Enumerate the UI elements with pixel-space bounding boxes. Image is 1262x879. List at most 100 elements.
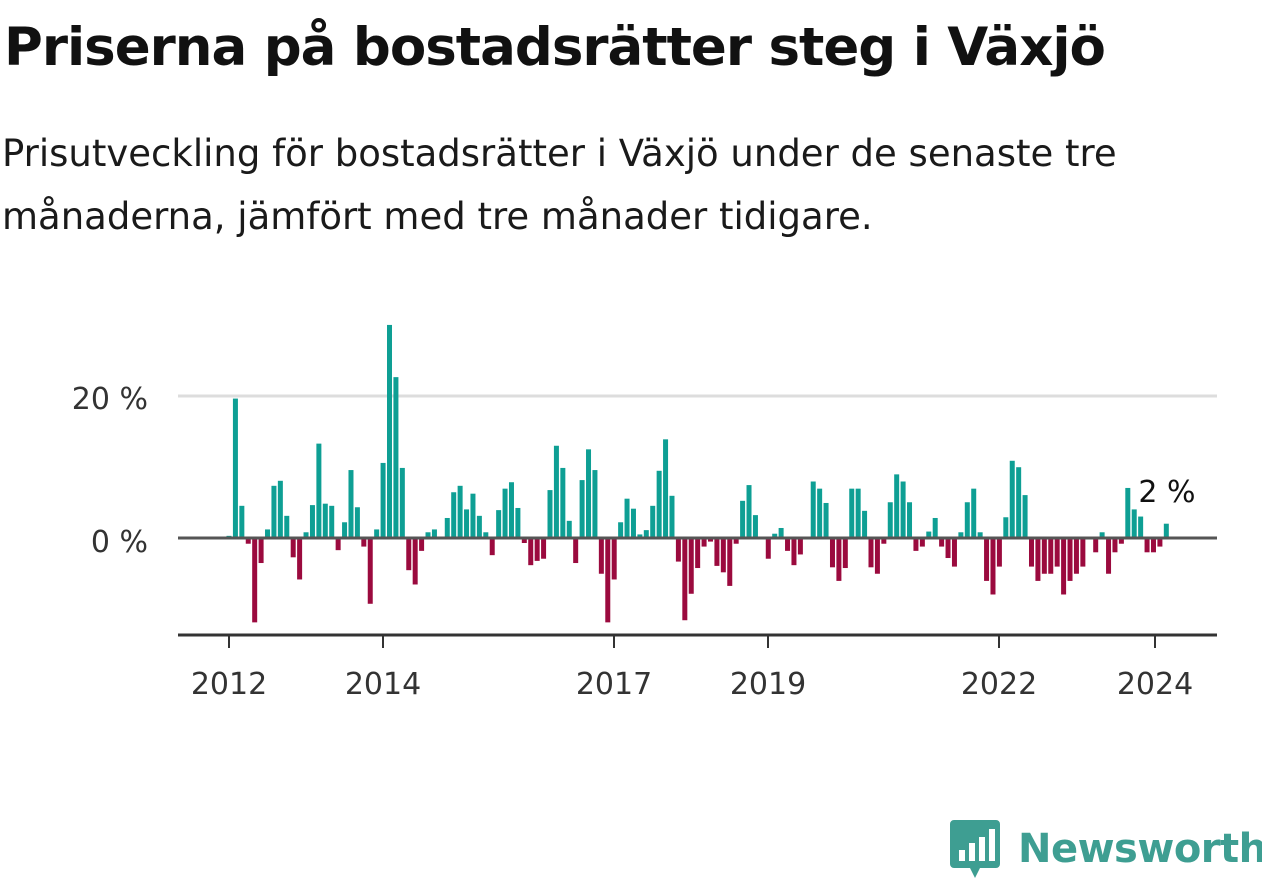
- bar: [547, 490, 553, 538]
- bar: [862, 510, 868, 538]
- bar-chart: 20 % 0 % 2012 2014 2017 2019 2022 2024 2…: [72, 324, 1217, 700]
- x-tick-label-2012: 2012: [191, 667, 267, 700]
- bar: [483, 532, 489, 538]
- bar: [521, 538, 527, 543]
- x-tick-label-2019: 2019: [730, 667, 806, 700]
- bar: [297, 538, 303, 580]
- x-axis-labels: 2012 2014 2017 2019 2022 2024: [191, 667, 1193, 700]
- bar: [1003, 517, 1009, 538]
- bar: [624, 498, 630, 539]
- bar: [727, 538, 733, 586]
- newsworthy-logo-icon: [950, 820, 1000, 878]
- bar: [489, 538, 495, 556]
- bar: [1048, 538, 1054, 574]
- y-axis-labels: 20 % 0 %: [72, 382, 148, 560]
- bar: [598, 538, 604, 574]
- bar: [752, 515, 758, 538]
- bar: [682, 538, 688, 621]
- bar: [470, 493, 476, 538]
- bar: [1144, 538, 1150, 553]
- bar: [695, 538, 701, 569]
- bar: [1131, 509, 1137, 538]
- bar: [431, 529, 437, 538]
- bar: [1093, 538, 1099, 553]
- bar: [309, 505, 315, 538]
- bar: [977, 532, 983, 538]
- bar: [387, 324, 392, 538]
- bar: [1073, 538, 1079, 574]
- bar: [849, 488, 855, 538]
- y-tick-label-20: 20 %: [72, 382, 148, 417]
- bar: [1035, 538, 1041, 581]
- bar: [829, 538, 835, 568]
- bar: [1150, 538, 1156, 553]
- chart-subtitle: Prisutveckling för bostadsrätter i Växjö…: [2, 132, 1117, 238]
- bar: [457, 485, 463, 539]
- bar: [412, 538, 418, 585]
- bar: [881, 538, 887, 544]
- bar: [971, 488, 977, 538]
- bar: [913, 538, 919, 551]
- bar: [900, 481, 906, 538]
- bar: [496, 510, 502, 539]
- bar: [1029, 538, 1034, 567]
- bar: [566, 520, 572, 538]
- bar: [290, 538, 296, 558]
- bar: [810, 481, 816, 538]
- bar: [951, 538, 957, 567]
- bar: [1163, 523, 1169, 538]
- bar: [329, 505, 335, 538]
- bar: [265, 529, 271, 538]
- bar: [541, 538, 547, 559]
- bar: [579, 480, 585, 538]
- bar: [277, 480, 283, 538]
- bar: [740, 500, 746, 538]
- bar: [958, 532, 964, 538]
- bar: [406, 538, 412, 571]
- bar: [605, 538, 611, 623]
- bar: [232, 398, 238, 538]
- bar: [444, 517, 450, 538]
- bar: [855, 488, 861, 538]
- brand-name: Newsworthy: [1018, 826, 1262, 872]
- bar: [1099, 532, 1105, 538]
- bar: [367, 538, 373, 604]
- bar: [926, 531, 932, 538]
- bar: [1112, 538, 1118, 553]
- x-tick-label-2014: 2014: [345, 667, 421, 700]
- bar: [842, 538, 848, 569]
- bar: [1067, 538, 1073, 581]
- bar: [868, 538, 874, 568]
- bar: [778, 527, 784, 538]
- bar: [823, 502, 829, 539]
- bar: [996, 538, 1002, 567]
- bar: [1061, 538, 1067, 595]
- bar: [374, 529, 380, 538]
- bar: [894, 474, 900, 539]
- bar: [553, 445, 559, 538]
- bar: [746, 485, 752, 538]
- bar: [964, 502, 970, 538]
- bar: [258, 538, 264, 564]
- bar: [425, 532, 431, 538]
- bar: [1118, 538, 1124, 544]
- bar: [245, 538, 251, 544]
- bar: [1080, 538, 1086, 567]
- brand-logo: Newsworthy: [950, 820, 1262, 878]
- chart-title: Priserna på bostadsrätter steg i Växjö: [4, 17, 1106, 78]
- bar: [874, 538, 880, 574]
- bar-series: [226, 324, 1169, 623]
- x-tick-label-2022: 2022: [961, 667, 1037, 700]
- bar: [643, 530, 649, 538]
- y-tick-label-0: 0 %: [91, 525, 148, 560]
- bar: [945, 538, 951, 559]
- bar: [419, 538, 425, 551]
- bar: [990, 538, 996, 595]
- bar: [669, 495, 675, 538]
- bar: [772, 533, 778, 538]
- bar: [1022, 495, 1028, 538]
- bar: [1009, 460, 1015, 538]
- bar: [508, 482, 514, 538]
- bar: [316, 443, 322, 538]
- bar: [907, 502, 913, 538]
